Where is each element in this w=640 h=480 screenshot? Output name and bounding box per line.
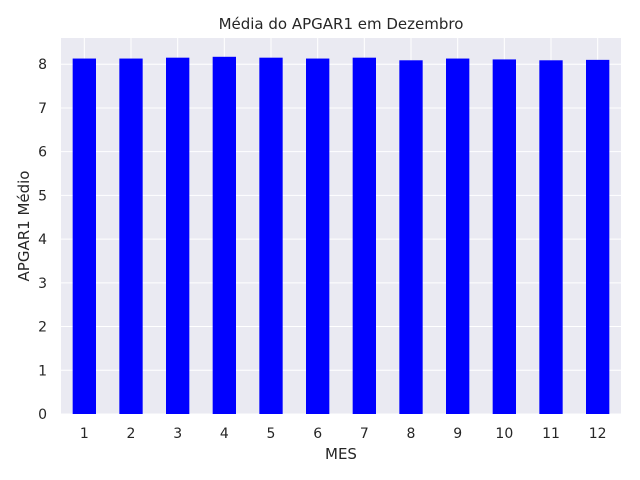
x-tick-label: 1 bbox=[80, 426, 89, 442]
x-tick-label: 7 bbox=[360, 426, 369, 442]
y-tick-label: 5 bbox=[38, 188, 47, 204]
x-tick-label: 6 bbox=[313, 426, 322, 442]
x-tick-label: 4 bbox=[220, 426, 229, 442]
bar-6 bbox=[306, 58, 330, 415]
x-tick-label: 11 bbox=[542, 426, 560, 442]
x-tick-label: 10 bbox=[495, 426, 513, 442]
x-tick-label: 5 bbox=[267, 426, 276, 442]
bar-5 bbox=[259, 57, 283, 415]
x-tick-label: 3 bbox=[173, 426, 182, 442]
chart-title: Média do APGAR1 em Dezembro bbox=[219, 15, 464, 33]
y-tick-label: 0 bbox=[38, 407, 47, 423]
x-tick-label: 9 bbox=[453, 426, 462, 442]
bar-11 bbox=[539, 60, 563, 415]
bar-4 bbox=[212, 56, 236, 415]
bars bbox=[72, 56, 610, 415]
y-tick-label: 6 bbox=[38, 145, 47, 161]
x-tick-label: 12 bbox=[589, 426, 607, 442]
bar-9 bbox=[446, 58, 470, 415]
y-axis: 0 1 2 3 4 5 6 7 8 bbox=[38, 57, 47, 423]
bar-8 bbox=[399, 60, 423, 415]
y-tick-label: 3 bbox=[38, 276, 47, 292]
bar-3 bbox=[166, 57, 190, 415]
bar-10 bbox=[492, 59, 516, 415]
y-tick-label: 8 bbox=[38, 57, 47, 73]
bar-2 bbox=[119, 58, 143, 415]
y-tick-label: 1 bbox=[38, 363, 47, 379]
bar-12 bbox=[586, 59, 610, 414]
y-tick-label: 2 bbox=[38, 320, 47, 336]
plot-area bbox=[61, 38, 621, 414]
x-tick-label: 8 bbox=[407, 426, 416, 442]
bar-7 bbox=[352, 57, 376, 415]
x-tick-label: 2 bbox=[127, 426, 136, 442]
y-tick-label: 7 bbox=[38, 101, 47, 117]
bar-1 bbox=[72, 58, 96, 415]
x-axis-label: MES bbox=[325, 445, 357, 463]
x-axis: 1 2 3 4 5 6 7 8 9 10 11 12 bbox=[80, 426, 607, 442]
y-tick-label: 4 bbox=[38, 232, 47, 248]
y-axis-label: APGAR1 Médio bbox=[15, 171, 33, 282]
